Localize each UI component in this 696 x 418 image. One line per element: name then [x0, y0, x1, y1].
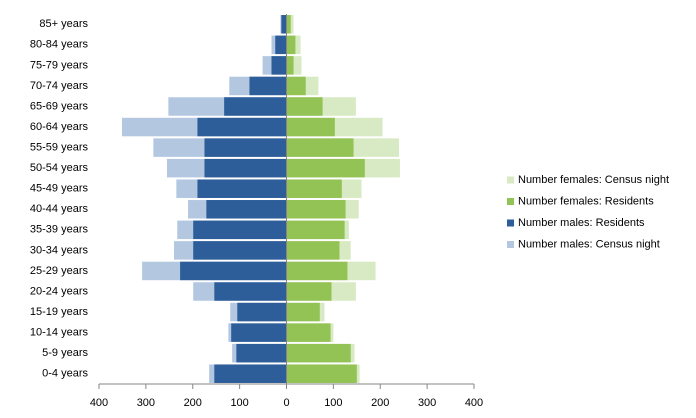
- x-tick-label: 300: [137, 397, 155, 409]
- legend-swatch: [507, 198, 514, 205]
- legend-label: Number females: Census night: [518, 174, 669, 186]
- bar: [286, 56, 294, 75]
- bar: [249, 76, 287, 96]
- bar: [197, 117, 287, 137]
- bar: [286, 35, 296, 55]
- bar: [286, 220, 345, 240]
- y-tick-label: 30-34 years: [30, 244, 89, 256]
- y-tick-label: 80-84 years: [30, 39, 89, 51]
- bar: [286, 282, 332, 301]
- bar: [286, 343, 351, 363]
- y-tick-label: 50-54 years: [30, 162, 89, 174]
- x-tick-label: 400: [90, 397, 108, 409]
- y-tick-label: 85+ years: [39, 18, 88, 30]
- bar: [204, 138, 287, 157]
- bar: [197, 179, 287, 198]
- bar: [286, 138, 354, 157]
- y-tick-label: 55-59 years: [30, 142, 89, 154]
- legend-swatch: [507, 219, 514, 227]
- y-tick-label: 10-14 years: [30, 327, 89, 339]
- legend-label: Number males: Census night: [518, 238, 660, 250]
- legend-swatch: [507, 241, 514, 248]
- bar: [214, 364, 287, 383]
- bar: [271, 56, 287, 75]
- bar: [286, 261, 348, 281]
- y-tick-label: 25-29 years: [30, 265, 89, 277]
- bar: [236, 343, 287, 363]
- bar: [286, 323, 331, 342]
- bar: [286, 97, 323, 116]
- y-tick-label: 60-64 years: [30, 121, 89, 133]
- bar: [204, 158, 287, 178]
- y-tick-label: 0-4 years: [42, 368, 88, 380]
- legend-label: Number males: Residents: [518, 217, 645, 229]
- x-tick-label: 200: [371, 397, 389, 409]
- x-tick-label: 200: [184, 397, 202, 409]
- legend-label: Number females: Residents: [518, 195, 654, 207]
- x-tick-label: 100: [230, 397, 248, 409]
- bar: [231, 323, 287, 342]
- y-tick-label: 75-79 years: [30, 59, 89, 71]
- bar: [193, 220, 287, 240]
- x-tick-label: 400: [465, 397, 483, 409]
- bar: [193, 241, 287, 260]
- bar: [286, 117, 335, 137]
- y-tick-label: 35-39 years: [30, 224, 89, 236]
- bar: [286, 364, 357, 383]
- y-tick-label: 20-24 years: [30, 285, 89, 297]
- x-tick-label: 0: [283, 397, 289, 409]
- y-tick-label: 70-74 years: [30, 80, 89, 92]
- y-tick-label: 45-49 years: [30, 183, 89, 195]
- bar: [180, 261, 287, 281]
- bar: [286, 179, 342, 198]
- legend-swatch: [507, 176, 514, 184]
- bar: [286, 241, 340, 260]
- bar: [286, 76, 306, 96]
- x-tick-label: 100: [324, 397, 342, 409]
- x-tick-label: 300: [418, 397, 436, 409]
- bar: [286, 200, 346, 219]
- bar: [281, 15, 287, 34]
- bar: [286, 15, 291, 34]
- y-tick-label: 65-69 years: [30, 100, 89, 112]
- bar: [214, 282, 287, 301]
- bar: [237, 302, 287, 322]
- bar: [275, 35, 287, 55]
- bar: [286, 158, 365, 178]
- y-tick-label: 15-19 years: [30, 306, 89, 318]
- y-tick-label: 40-44 years: [30, 203, 89, 215]
- bar: [224, 97, 287, 116]
- bar: [286, 302, 320, 322]
- bar: [206, 200, 287, 219]
- y-tick-label: 5-9 years: [42, 347, 88, 359]
